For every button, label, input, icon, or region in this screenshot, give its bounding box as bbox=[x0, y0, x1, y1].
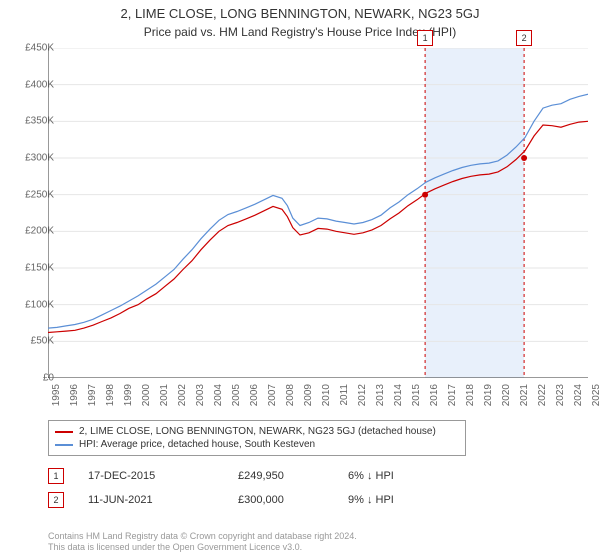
x-tick-label: 2019 bbox=[483, 384, 494, 424]
x-tick-label: 2007 bbox=[267, 384, 278, 424]
legend-label: HPI: Average price, detached house, Sout… bbox=[79, 439, 315, 450]
x-tick-label: 2023 bbox=[555, 384, 566, 424]
y-tick-label: £250K bbox=[25, 189, 54, 200]
x-tick-label: 2011 bbox=[339, 384, 350, 424]
x-tick-label: 2009 bbox=[303, 384, 314, 424]
legend-item: 2, LIME CLOSE, LONG BENNINGTON, NEWARK, … bbox=[55, 425, 459, 438]
x-tick-label: 2005 bbox=[231, 384, 242, 424]
transaction-badge: 2 bbox=[48, 492, 64, 508]
x-tick-label: 2015 bbox=[411, 384, 422, 424]
y-tick-label: £100K bbox=[25, 299, 54, 310]
y-tick-label: £400K bbox=[25, 79, 54, 90]
legend-item: HPI: Average price, detached house, Sout… bbox=[55, 438, 459, 451]
transaction-date: 11-JUN-2021 bbox=[88, 494, 238, 506]
table-row: 2 11-JUN-2021 £300,000 9% ↓ HPI bbox=[48, 488, 448, 512]
x-tick-label: 2004 bbox=[213, 384, 224, 424]
x-tick-label: 2025 bbox=[591, 384, 600, 424]
x-tick-label: 2020 bbox=[501, 384, 512, 424]
chart-container: 2, LIME CLOSE, LONG BENNINGTON, NEWARK, … bbox=[0, 0, 600, 560]
y-tick-label: £350K bbox=[25, 116, 54, 127]
chart-marker-badge: 2 bbox=[516, 30, 532, 46]
x-tick-label: 2008 bbox=[285, 384, 296, 424]
transaction-price: £300,000 bbox=[238, 494, 348, 506]
footer: Contains HM Land Registry data © Crown c… bbox=[48, 531, 357, 554]
x-tick-label: 2022 bbox=[537, 384, 548, 424]
x-tick-label: 2021 bbox=[519, 384, 530, 424]
legend-label: 2, LIME CLOSE, LONG BENNINGTON, NEWARK, … bbox=[79, 426, 436, 437]
x-tick-label: 2010 bbox=[321, 384, 332, 424]
y-tick-label: £450K bbox=[25, 43, 54, 54]
footer-line: Contains HM Land Registry data © Crown c… bbox=[48, 531, 357, 543]
x-tick-label: 1997 bbox=[87, 384, 98, 424]
x-tick-label: 2016 bbox=[429, 384, 440, 424]
x-tick-label: 1995 bbox=[51, 384, 62, 424]
x-tick-label: 2012 bbox=[357, 384, 368, 424]
x-tick-label: 2000 bbox=[141, 384, 152, 424]
x-tick-label: 1996 bbox=[69, 384, 80, 424]
x-tick-label: 1999 bbox=[123, 384, 134, 424]
transaction-delta: 6% ↓ HPI bbox=[348, 470, 448, 482]
page-subtitle: Price paid vs. HM Land Registry's House … bbox=[0, 21, 600, 45]
transaction-delta: 9% ↓ HPI bbox=[348, 494, 448, 506]
legend-swatch bbox=[55, 431, 73, 433]
legend: 2, LIME CLOSE, LONG BENNINGTON, NEWARK, … bbox=[48, 420, 466, 456]
x-tick-label: 2014 bbox=[393, 384, 404, 424]
y-tick-label: £0 bbox=[43, 373, 54, 384]
x-tick-label: 2024 bbox=[573, 384, 584, 424]
x-tick-label: 2006 bbox=[249, 384, 260, 424]
x-tick-label: 2002 bbox=[177, 384, 188, 424]
y-tick-label: £200K bbox=[25, 226, 54, 237]
transactions-table: 1 17-DEC-2015 £249,950 6% ↓ HPI 2 11-JUN… bbox=[48, 464, 448, 512]
y-tick-label: £300K bbox=[25, 153, 54, 164]
x-tick-label: 2013 bbox=[375, 384, 386, 424]
y-tick-label: £150K bbox=[25, 263, 54, 274]
chart-marker-badge: 1 bbox=[417, 30, 433, 46]
chart-area bbox=[48, 48, 588, 378]
x-tick-label: 2018 bbox=[465, 384, 476, 424]
page-title: 2, LIME CLOSE, LONG BENNINGTON, NEWARK, … bbox=[0, 0, 600, 21]
transaction-price: £249,950 bbox=[238, 470, 348, 482]
y-tick-label: £50K bbox=[31, 336, 54, 347]
legend-swatch bbox=[55, 444, 73, 446]
transaction-badge: 1 bbox=[48, 468, 64, 484]
x-tick-label: 2017 bbox=[447, 384, 458, 424]
footer-line: This data is licensed under the Open Gov… bbox=[48, 542, 357, 554]
table-row: 1 17-DEC-2015 £249,950 6% ↓ HPI bbox=[48, 464, 448, 488]
x-tick-label: 1998 bbox=[105, 384, 116, 424]
line-chart bbox=[48, 48, 588, 378]
x-tick-label: 2003 bbox=[195, 384, 206, 424]
transaction-date: 17-DEC-2015 bbox=[88, 470, 238, 482]
x-tick-label: 2001 bbox=[159, 384, 170, 424]
